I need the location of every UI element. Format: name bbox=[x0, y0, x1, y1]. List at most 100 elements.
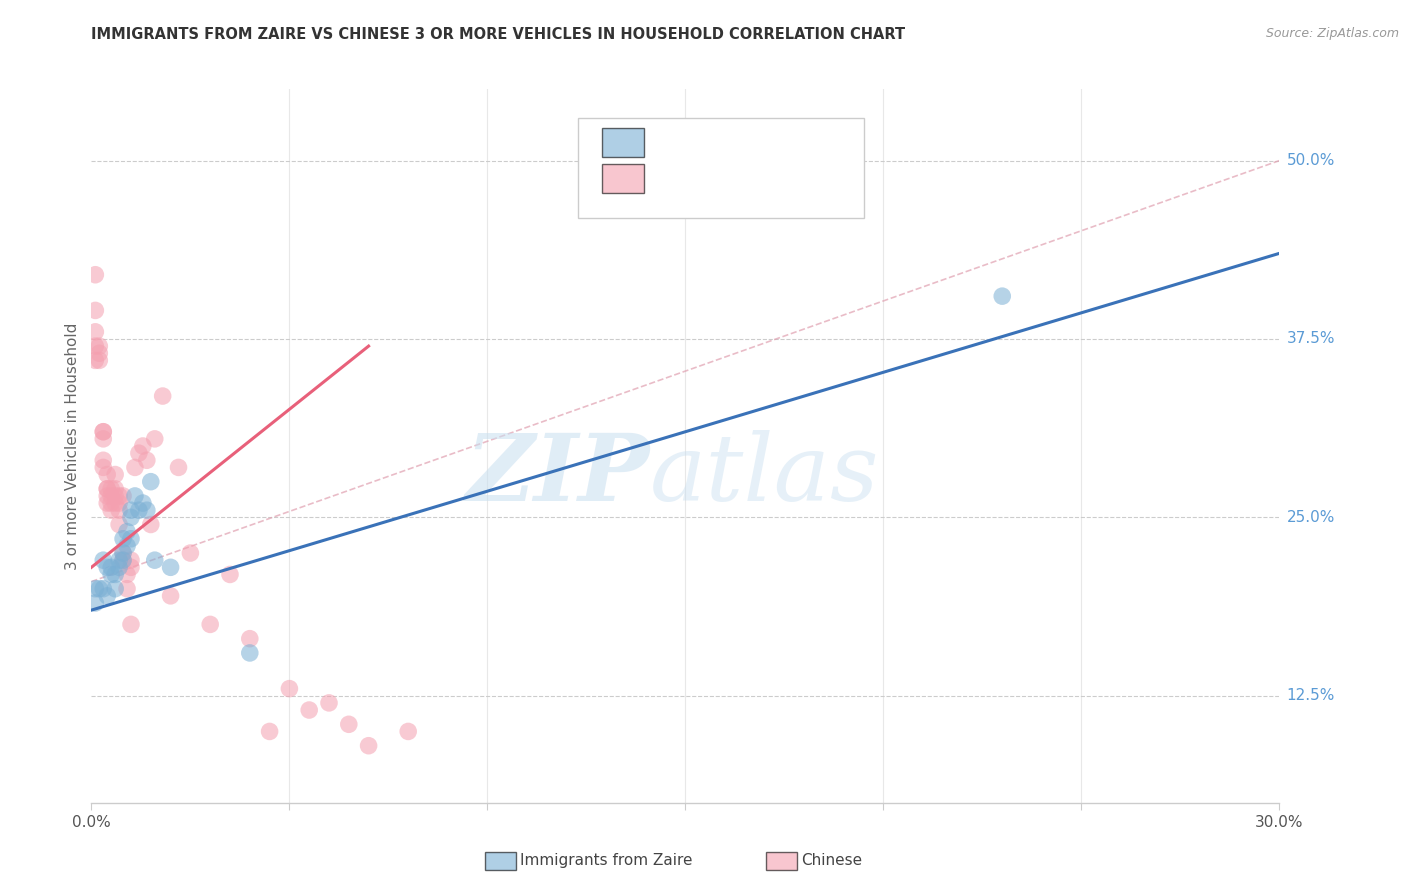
Point bbox=[96, 482, 118, 496]
Point bbox=[120, 560, 142, 574]
Point bbox=[91, 453, 114, 467]
Point bbox=[143, 432, 166, 446]
Point bbox=[108, 553, 131, 567]
Point bbox=[120, 532, 142, 546]
Point bbox=[91, 582, 114, 596]
FancyBboxPatch shape bbox=[578, 118, 863, 218]
Point bbox=[167, 460, 190, 475]
Point bbox=[112, 546, 135, 560]
Point bbox=[84, 596, 107, 610]
Point bbox=[139, 475, 162, 489]
Point bbox=[89, 346, 111, 360]
Text: IMMIGRANTS FROM ZAIRE VS CHINESE 3 OR MORE VEHICLES IN HOUSEHOLD CORRELATION CHA: IMMIGRANTS FROM ZAIRE VS CHINESE 3 OR MO… bbox=[91, 27, 905, 42]
Point bbox=[132, 439, 155, 453]
Point bbox=[100, 503, 122, 517]
Point bbox=[108, 503, 131, 517]
Text: atlas: atlas bbox=[650, 430, 879, 519]
Point bbox=[239, 632, 262, 646]
Point bbox=[84, 268, 107, 282]
Point bbox=[100, 496, 122, 510]
Text: 37.5%: 37.5% bbox=[1286, 332, 1334, 346]
Point bbox=[96, 489, 118, 503]
Point bbox=[298, 703, 321, 717]
Point bbox=[200, 617, 222, 632]
Point bbox=[104, 489, 127, 503]
Point bbox=[108, 489, 131, 503]
Point bbox=[96, 496, 118, 510]
Text: N = 30: N = 30 bbox=[762, 134, 825, 152]
Point bbox=[259, 724, 281, 739]
Point bbox=[115, 582, 138, 596]
Point bbox=[115, 539, 138, 553]
Point bbox=[112, 546, 135, 560]
Point bbox=[84, 303, 107, 318]
Text: Source: ZipAtlas.com: Source: ZipAtlas.com bbox=[1265, 27, 1399, 40]
Point bbox=[91, 425, 114, 439]
Point bbox=[337, 717, 360, 731]
Point bbox=[115, 524, 138, 539]
Point bbox=[135, 503, 157, 517]
Point bbox=[91, 460, 114, 475]
Point bbox=[112, 532, 135, 546]
Point bbox=[120, 510, 142, 524]
Point bbox=[84, 325, 107, 339]
Point bbox=[84, 353, 107, 368]
Point bbox=[219, 567, 242, 582]
Text: 12.5%: 12.5% bbox=[1286, 689, 1334, 703]
Point bbox=[318, 696, 340, 710]
Point bbox=[278, 681, 301, 696]
Point bbox=[120, 503, 142, 517]
Point bbox=[159, 560, 181, 574]
Point bbox=[100, 567, 122, 582]
Point bbox=[104, 582, 127, 596]
Point bbox=[104, 567, 127, 582]
Point bbox=[91, 553, 114, 567]
FancyBboxPatch shape bbox=[602, 128, 644, 157]
Point bbox=[89, 582, 111, 596]
Point bbox=[96, 589, 118, 603]
Point bbox=[104, 482, 127, 496]
Point bbox=[135, 453, 157, 467]
Text: 25.0%: 25.0% bbox=[1286, 510, 1334, 524]
Point bbox=[108, 560, 131, 574]
Point bbox=[112, 489, 135, 503]
Y-axis label: 3 or more Vehicles in Household: 3 or more Vehicles in Household bbox=[65, 322, 80, 570]
Point bbox=[139, 517, 162, 532]
Point bbox=[108, 517, 131, 532]
Point bbox=[128, 503, 150, 517]
Point bbox=[128, 446, 150, 460]
Point bbox=[120, 553, 142, 567]
Text: 50.0%: 50.0% bbox=[1286, 153, 1334, 168]
Point bbox=[91, 432, 114, 446]
Point bbox=[96, 482, 118, 496]
Point bbox=[89, 353, 111, 368]
Point bbox=[89, 339, 111, 353]
Point bbox=[120, 617, 142, 632]
FancyBboxPatch shape bbox=[602, 164, 644, 193]
Text: Chinese: Chinese bbox=[801, 854, 862, 868]
Point bbox=[179, 546, 201, 560]
Point bbox=[112, 553, 135, 567]
Point bbox=[100, 560, 122, 574]
Point bbox=[91, 425, 114, 439]
Point bbox=[143, 553, 166, 567]
Point bbox=[104, 467, 127, 482]
Point bbox=[112, 553, 135, 567]
Point bbox=[152, 389, 174, 403]
Point bbox=[84, 582, 107, 596]
Point bbox=[396, 724, 419, 739]
Point bbox=[104, 496, 127, 510]
Point bbox=[96, 467, 118, 482]
Text: Immigrants from Zaire: Immigrants from Zaire bbox=[520, 854, 693, 868]
Text: ZIP: ZIP bbox=[465, 430, 650, 519]
Point bbox=[84, 339, 107, 353]
Point bbox=[108, 496, 131, 510]
Text: N = 58: N = 58 bbox=[762, 169, 825, 187]
Point bbox=[132, 496, 155, 510]
Point bbox=[124, 489, 146, 503]
Text: R = 0.482: R = 0.482 bbox=[655, 134, 747, 152]
Point bbox=[100, 482, 122, 496]
Point bbox=[991, 289, 1014, 303]
Point bbox=[100, 489, 122, 503]
Text: R = 0.328: R = 0.328 bbox=[655, 169, 747, 187]
